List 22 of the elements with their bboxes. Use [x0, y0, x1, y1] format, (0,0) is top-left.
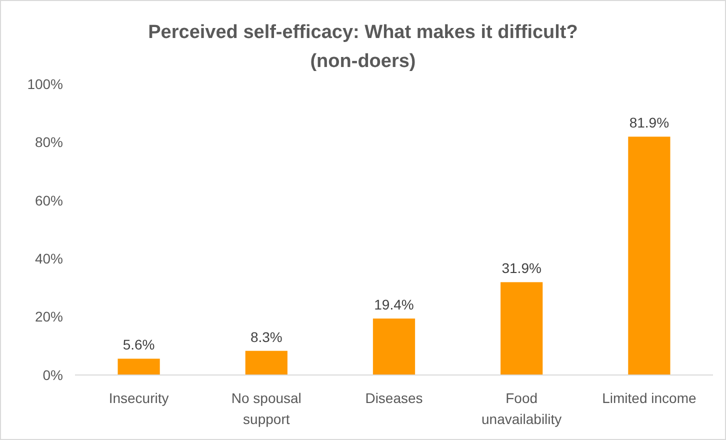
y-tick-label: 100%	[27, 76, 63, 92]
y-tick-label: 60%	[34, 192, 63, 208]
bar	[245, 350, 288, 375]
y-tick-label: 0%	[42, 366, 63, 383]
x-tick-label: Food unavailability	[482, 390, 562, 427]
bar	[628, 136, 670, 375]
chart-title: Perceived self-efficacy: What makes it difficult? (non-doers)	[148, 22, 578, 72]
bar	[500, 282, 543, 375]
data-label: 5.6%	[122, 336, 155, 353]
x-tick-label: Insecurity	[108, 390, 169, 406]
data-label: 8.3%	[250, 328, 282, 345]
y-tick-label: 20%	[34, 308, 63, 325]
x-tick-label: Limited income	[602, 390, 696, 406]
data-label: 81.9%	[629, 114, 670, 131]
x-tick-label: No spousal support	[231, 390, 302, 427]
y-tick-label: 40%	[34, 250, 63, 266]
data-label: 19.4%	[374, 296, 414, 313]
bar	[118, 358, 160, 375]
x-tick-label: Diseases	[365, 390, 423, 406]
y-tick-label: 80%	[34, 134, 63, 150]
bar	[372, 318, 416, 375]
data-label: 31.9%	[502, 260, 542, 276]
